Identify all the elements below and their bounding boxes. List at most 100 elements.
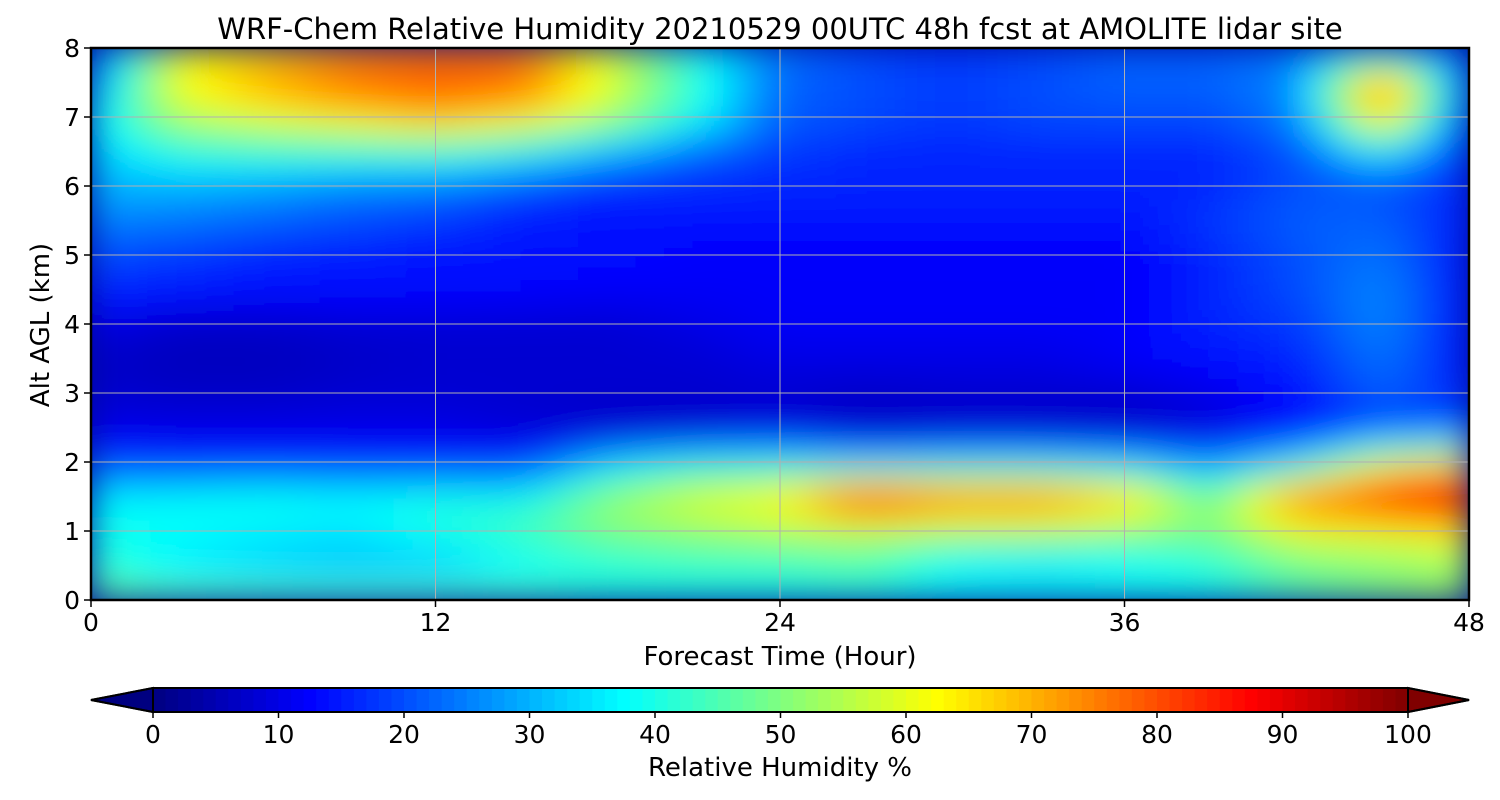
heatmap-cell: [865, 415, 896, 429]
heatmap-cell: [491, 93, 523, 107]
colorbar-segment: [240, 688, 254, 712]
heatmap-cell: [951, 81, 982, 95]
heatmap-cell: [1267, 185, 1298, 199]
heatmap-cell: [1238, 426, 1270, 440]
heatmap-cell: [1410, 357, 1442, 371]
heatmap-cell: [951, 323, 982, 337]
heatmap-cell: [147, 518, 179, 532]
heatmap-cell: [549, 208, 581, 222]
heatmap-cell: [290, 564, 322, 578]
heatmap-cell: [1008, 495, 1040, 509]
heatmap-cell: [979, 426, 1011, 440]
heatmap-cell: [1180, 104, 1212, 118]
heatmap-cell: [1353, 58, 1384, 72]
heatmap-cell: [721, 334, 753, 348]
heatmap-cell: [1209, 461, 1241, 475]
heatmap-cell: [520, 185, 552, 199]
heatmap-cell: [951, 139, 982, 153]
heatmap-cell: [893, 495, 925, 509]
heatmap-cell: [1410, 277, 1442, 291]
heatmap-cell: [434, 300, 466, 314]
heatmap-cell: [1037, 461, 1069, 475]
heatmap-cell: [549, 403, 581, 417]
heatmap-cell: [922, 208, 954, 222]
heatmap-cell: [1238, 403, 1270, 417]
heatmap-cell: [118, 208, 150, 222]
heatmap-cell: [721, 323, 753, 337]
heatmap-cell: [463, 461, 494, 475]
heatmap-cell: [1123, 242, 1155, 256]
heatmap-cell: [176, 104, 207, 118]
heatmap-cell: [1094, 518, 1126, 532]
heatmap-cell: [779, 484, 810, 498]
heatmap-cell: [664, 231, 695, 245]
colorbar-segment: [855, 688, 869, 712]
heatmap-cell: [1094, 288, 1126, 302]
colorbar-segment: [1069, 688, 1083, 712]
heatmap-cell: [348, 553, 380, 567]
heatmap-cell: [262, 403, 293, 417]
heatmap-cell: [1439, 495, 1469, 509]
heatmap-cell: [1008, 139, 1040, 153]
heatmap-cell: [635, 484, 667, 498]
heatmap-cell: [520, 150, 552, 164]
colorbar-segment: [1332, 688, 1346, 712]
heatmap-cell: [549, 185, 581, 199]
heatmap-cell: [979, 162, 1011, 176]
heatmap-cell: [1238, 564, 1270, 578]
heatmap-cell: [606, 311, 638, 325]
heatmap-cell: [750, 139, 781, 153]
heatmap-cell: [405, 564, 437, 578]
colorbar-segment: [981, 688, 995, 712]
heatmap-cell: [807, 150, 839, 164]
heatmap-cell: [319, 564, 351, 578]
heatmap-cell: [1295, 277, 1327, 291]
heatmap-cell: [721, 70, 753, 84]
heatmap-cell: [1008, 357, 1040, 371]
heatmap-cell: [951, 507, 982, 521]
heatmap-cell: [1066, 495, 1097, 509]
heatmap-cell: [405, 127, 437, 141]
heatmap-cell: [1037, 58, 1069, 72]
heatmap-cell: [664, 288, 695, 302]
heatmap-cell: [1295, 323, 1327, 337]
heatmap-cell: [1152, 576, 1183, 590]
heatmap-cell: [606, 48, 638, 61]
heatmap-cell: [405, 426, 437, 440]
heatmap-cell: [1037, 530, 1069, 544]
heatmap-cell: [664, 392, 695, 406]
heatmap-cell: [578, 495, 609, 509]
heatmap-cell: [1410, 323, 1442, 337]
heatmap-cell: [233, 58, 265, 72]
heatmap-cell: [434, 58, 466, 72]
heatmap-cell: [520, 300, 552, 314]
heatmap-cell: [405, 219, 437, 233]
heatmap-cell: [750, 70, 781, 84]
colorbar-segment: [416, 688, 430, 712]
heatmap-cell: [1353, 369, 1384, 383]
heatmap-cell: [1094, 553, 1126, 567]
colorbar-segment: [680, 688, 694, 712]
colorbar-segment: [956, 688, 970, 712]
colorbar-tick-label: 70: [1016, 720, 1048, 749]
heatmap-cell: [434, 104, 466, 118]
heatmap-cell: [147, 196, 179, 210]
heatmap-cell: [1094, 208, 1126, 222]
heatmap-cell: [1152, 185, 1183, 199]
heatmap-cell: [1238, 495, 1270, 509]
heatmap-cell: [721, 564, 753, 578]
heatmap-cell: [1381, 231, 1413, 245]
heatmap-cell: [1295, 564, 1327, 578]
heatmap-cell: [405, 300, 437, 314]
heatmap-cell: [1381, 461, 1413, 475]
heatmap-cell: [1209, 185, 1241, 199]
heatmap-cell: [865, 495, 896, 509]
heatmap-cell: [405, 277, 437, 291]
heatmap-cell: [1295, 495, 1327, 509]
heatmap-cell: [463, 48, 494, 61]
heatmap-cell: [233, 311, 265, 325]
heatmap-cell: [1295, 219, 1327, 233]
heatmap-cell: [1267, 219, 1298, 233]
heatmap-cell: [233, 507, 265, 521]
